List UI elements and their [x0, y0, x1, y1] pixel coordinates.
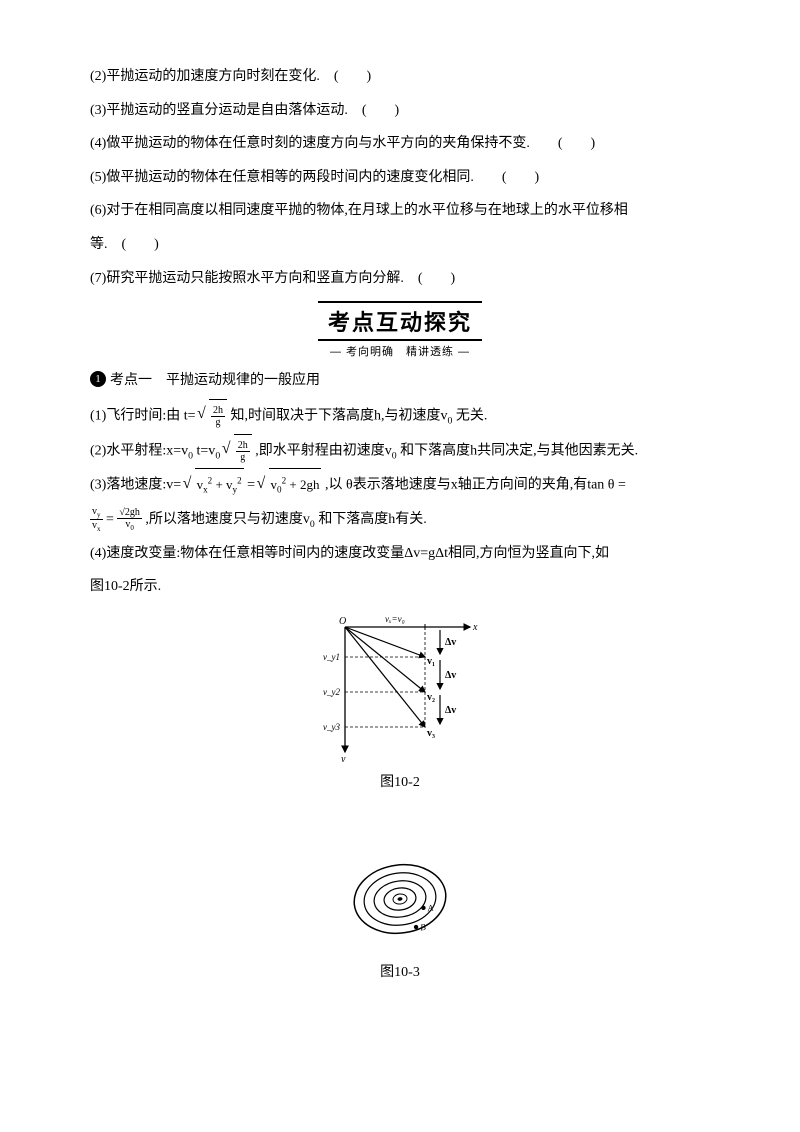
item-6-line2: 等. ( )	[90, 228, 710, 262]
svg-text:v₁: v₁	[427, 656, 435, 667]
r2-frac: 2h g	[236, 440, 250, 463]
r1-post: 知,时间取决于下落高度h,与初速度v	[231, 409, 448, 424]
r1-frac-num: 2h	[211, 405, 225, 417]
sub-0: 0	[392, 450, 397, 461]
sub-0: 0	[215, 450, 220, 461]
rule-2: (2)水平射程:x=v0 t=v0 2h g ,即水平射程由初速度v0 和下落高…	[90, 434, 710, 469]
svg-text:v_y1: v_y1	[323, 652, 340, 662]
item-7: (7)研究平抛运动只能按照水平方向和竖直方向分解. ( )	[90, 262, 710, 296]
svg-text:vₓ=v₀: vₓ=v₀	[385, 614, 405, 624]
r2-post: ,即水平射程由初速度v	[255, 443, 392, 458]
sup-2: 2	[282, 476, 287, 486]
velocity-diagram-svg: O x y vₓ=v₀ Δv Δv Δv v_y1 v_y2	[315, 612, 485, 762]
rule-3-line1: (3)落地速度:v= vx2 + vy2 = v02 + 2gh ,以 θ表示落…	[90, 468, 710, 503]
figure-10-2-caption: 图10-2	[90, 771, 710, 791]
topic-bullet-icon: 1	[90, 371, 106, 387]
r3-ft-r: √2gh	[117, 507, 142, 519]
item-5: (5)做平抛运动的物体在任意相等的两段时间内的速度变化相同. ( )	[90, 161, 710, 195]
r3-pre: (3)落地速度:v=	[90, 478, 181, 493]
r1-frac-den: g	[211, 417, 225, 428]
rule-1: (1)飞行时间:由 t= 2h g 知,时间取决于下落高度h,与初速度v0 无关…	[90, 399, 710, 434]
svg-text:v_y3: v_y3	[323, 722, 340, 732]
sup-2: 2	[208, 476, 213, 486]
item-6-line1: (6)对于在相同高度以相同速度平抛的物体,在月球上的水平位移与在地球上的水平位移…	[90, 194, 710, 228]
topic-heading: 1 考点一 平抛运动规律的一般应用	[90, 369, 710, 389]
r1-t: t=	[184, 409, 196, 424]
section-banner: 考点互动探究	[90, 301, 710, 341]
svg-text:B: B	[419, 921, 426, 932]
banner-title: 考点互动探究	[318, 301, 482, 341]
sub-0: 0	[448, 415, 453, 426]
item-4: (4)做平抛运动的物体在任意时刻的速度方向与水平方向的夹角保持不变. ( )	[90, 127, 710, 161]
svg-text:y: y	[340, 754, 346, 762]
figure-10-3-caption: 图10-3	[90, 961, 710, 981]
r2-mid: t=v	[197, 443, 216, 458]
r3-post2: 和下落高度h有关.	[318, 512, 427, 527]
sub-x: x	[97, 525, 101, 533]
r3-frac-eq: =	[106, 512, 114, 527]
sup-2: 2	[237, 476, 242, 486]
sqrt-icon: 2h g	[224, 434, 252, 469]
sub-x: x	[203, 485, 208, 495]
r3-plus2: + 2gh	[289, 477, 319, 492]
sub-0: 0	[188, 450, 193, 461]
item-3: (3)平抛运动的竖直分运动是自由落体运动. ( )	[90, 94, 710, 128]
svg-text:Δv: Δv	[445, 637, 456, 648]
r3-frac-right: √2gh v0	[117, 507, 142, 533]
r3-plus: + v	[215, 477, 232, 492]
r3-eq: =	[247, 478, 255, 493]
sub-0: 0	[130, 524, 134, 532]
sub-y: y	[233, 485, 238, 495]
r3-post: ,所以落地速度只与初速度v	[145, 512, 310, 527]
sqrt-icon: vx2 + vy2	[185, 468, 244, 503]
sub-y: y	[97, 511, 101, 519]
svg-text:O: O	[339, 616, 346, 627]
item-2: (2)平抛运动的加速度方向时刻在变化. ( )	[90, 60, 710, 94]
r1-frac: 2h g	[211, 405, 225, 428]
svg-text:Δv: Δv	[445, 670, 456, 681]
r2-frac-num: 2h	[236, 440, 250, 452]
r3-frac-left: vy vx	[90, 506, 103, 534]
figure-10-3: A B 图10-3	[90, 857, 710, 981]
r3-mid: ,以 θ表示落地速度与x轴正方向间的夹角,有tan θ =	[325, 478, 626, 493]
svg-text:x: x	[472, 622, 478, 633]
r2-frac-den: g	[236, 452, 250, 463]
banner-subtitle: — 考向明确 精讲透练 —	[90, 343, 710, 359]
svg-text:v₂: v₂	[427, 692, 435, 703]
rule-3-line2: vy vx = √2gh v0 ,所以落地速度只与初速度v0 和下落高度h有关.	[90, 503, 710, 537]
svg-text:A: A	[426, 902, 434, 913]
topic-title: 平抛运动规律的一般应用	[166, 369, 320, 389]
page: (2)平抛运动的加速度方向时刻在变化. ( ) (3)平抛运动的竖直分运动是自由…	[0, 0, 800, 1132]
sqrt-icon: 2h g	[199, 399, 227, 434]
topic-label: 考点一	[110, 369, 152, 389]
sub-0: 0	[310, 519, 315, 530]
sqrt-icon: v02 + 2gh	[259, 468, 322, 503]
gap	[90, 799, 710, 849]
svg-text:v₃: v₃	[427, 728, 435, 739]
r2-post2: 和下落高度h共同决定,与其他因素无关.	[400, 443, 638, 458]
rule-4-line2: 图10-2所示.	[90, 570, 710, 604]
target-diagram-svg: A B	[340, 857, 460, 952]
figure-10-2: O x y vₓ=v₀ Δv Δv Δv v_y1 v_y2	[90, 612, 710, 791]
sub-0: 0	[277, 485, 282, 495]
r1-post2: 无关.	[456, 409, 488, 424]
svg-text:Δv: Δv	[445, 705, 456, 716]
r1-pre: (1)飞行时间:由	[90, 409, 180, 424]
rule-4-line1: (4)速度改变量:物体在任意相等时间内的速度改变量Δv=gΔt相同,方向恒为竖直…	[90, 537, 710, 571]
r2-pre: (2)水平射程:x=v	[90, 443, 188, 458]
svg-text:v_y2: v_y2	[323, 687, 340, 697]
